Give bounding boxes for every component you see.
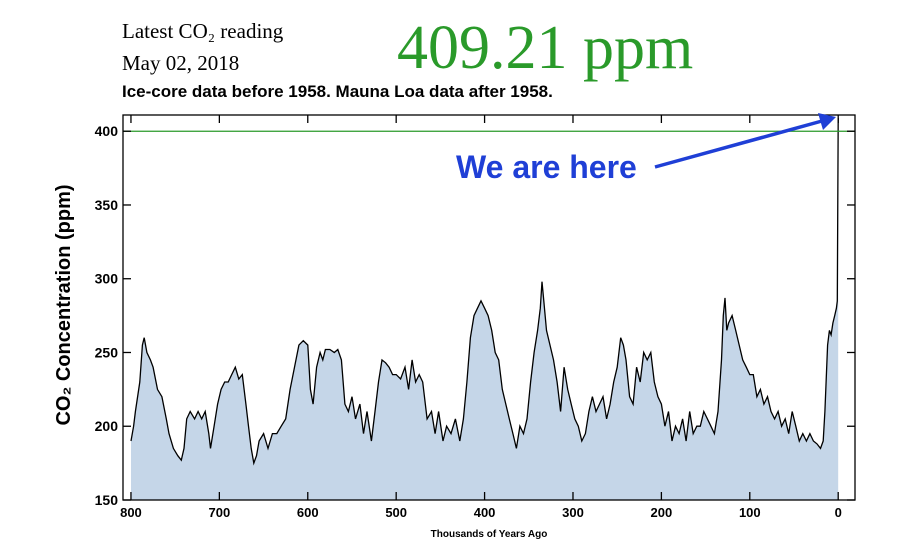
y-axis-label: CO₂ Concentration (ppm) [53,184,75,425]
annotation: We are here [456,149,637,185]
x-tick-label: 600 [297,505,319,520]
y-tick-label: 250 [95,344,119,360]
x-tick-label: 400 [474,505,496,520]
x-tick-label: 800 [120,505,142,520]
y-tick-label: 200 [95,418,119,434]
line [130,117,839,466]
x-tick-label: 0 [835,505,842,520]
x-tick-label: 500 [385,505,407,520]
y-tick-label: 400 [95,123,119,139]
x-tick-label: 200 [651,505,673,520]
reading-label: Latest CO₂ reading [122,19,284,43]
reading-date: May 02, 2018 [122,51,239,75]
annotation-arrow [654,119,823,169]
x-axis-label: Thousands of Years Ago [431,529,548,540]
x-tick-label: 700 [209,505,231,520]
x-tick-label: 300 [562,505,584,520]
reading-value: 409.21 ppm [397,14,693,82]
plot-frame [122,114,856,501]
y-tick-label: 350 [95,197,119,213]
chart-title: Ice-core data before 1958. Mauna Loa dat… [122,82,553,101]
annotation-arrowhead [818,113,836,130]
y-tick-label: 150 [95,492,119,508]
y-tick-label: 300 [95,271,119,287]
x-tick-label: 100 [739,505,761,520]
